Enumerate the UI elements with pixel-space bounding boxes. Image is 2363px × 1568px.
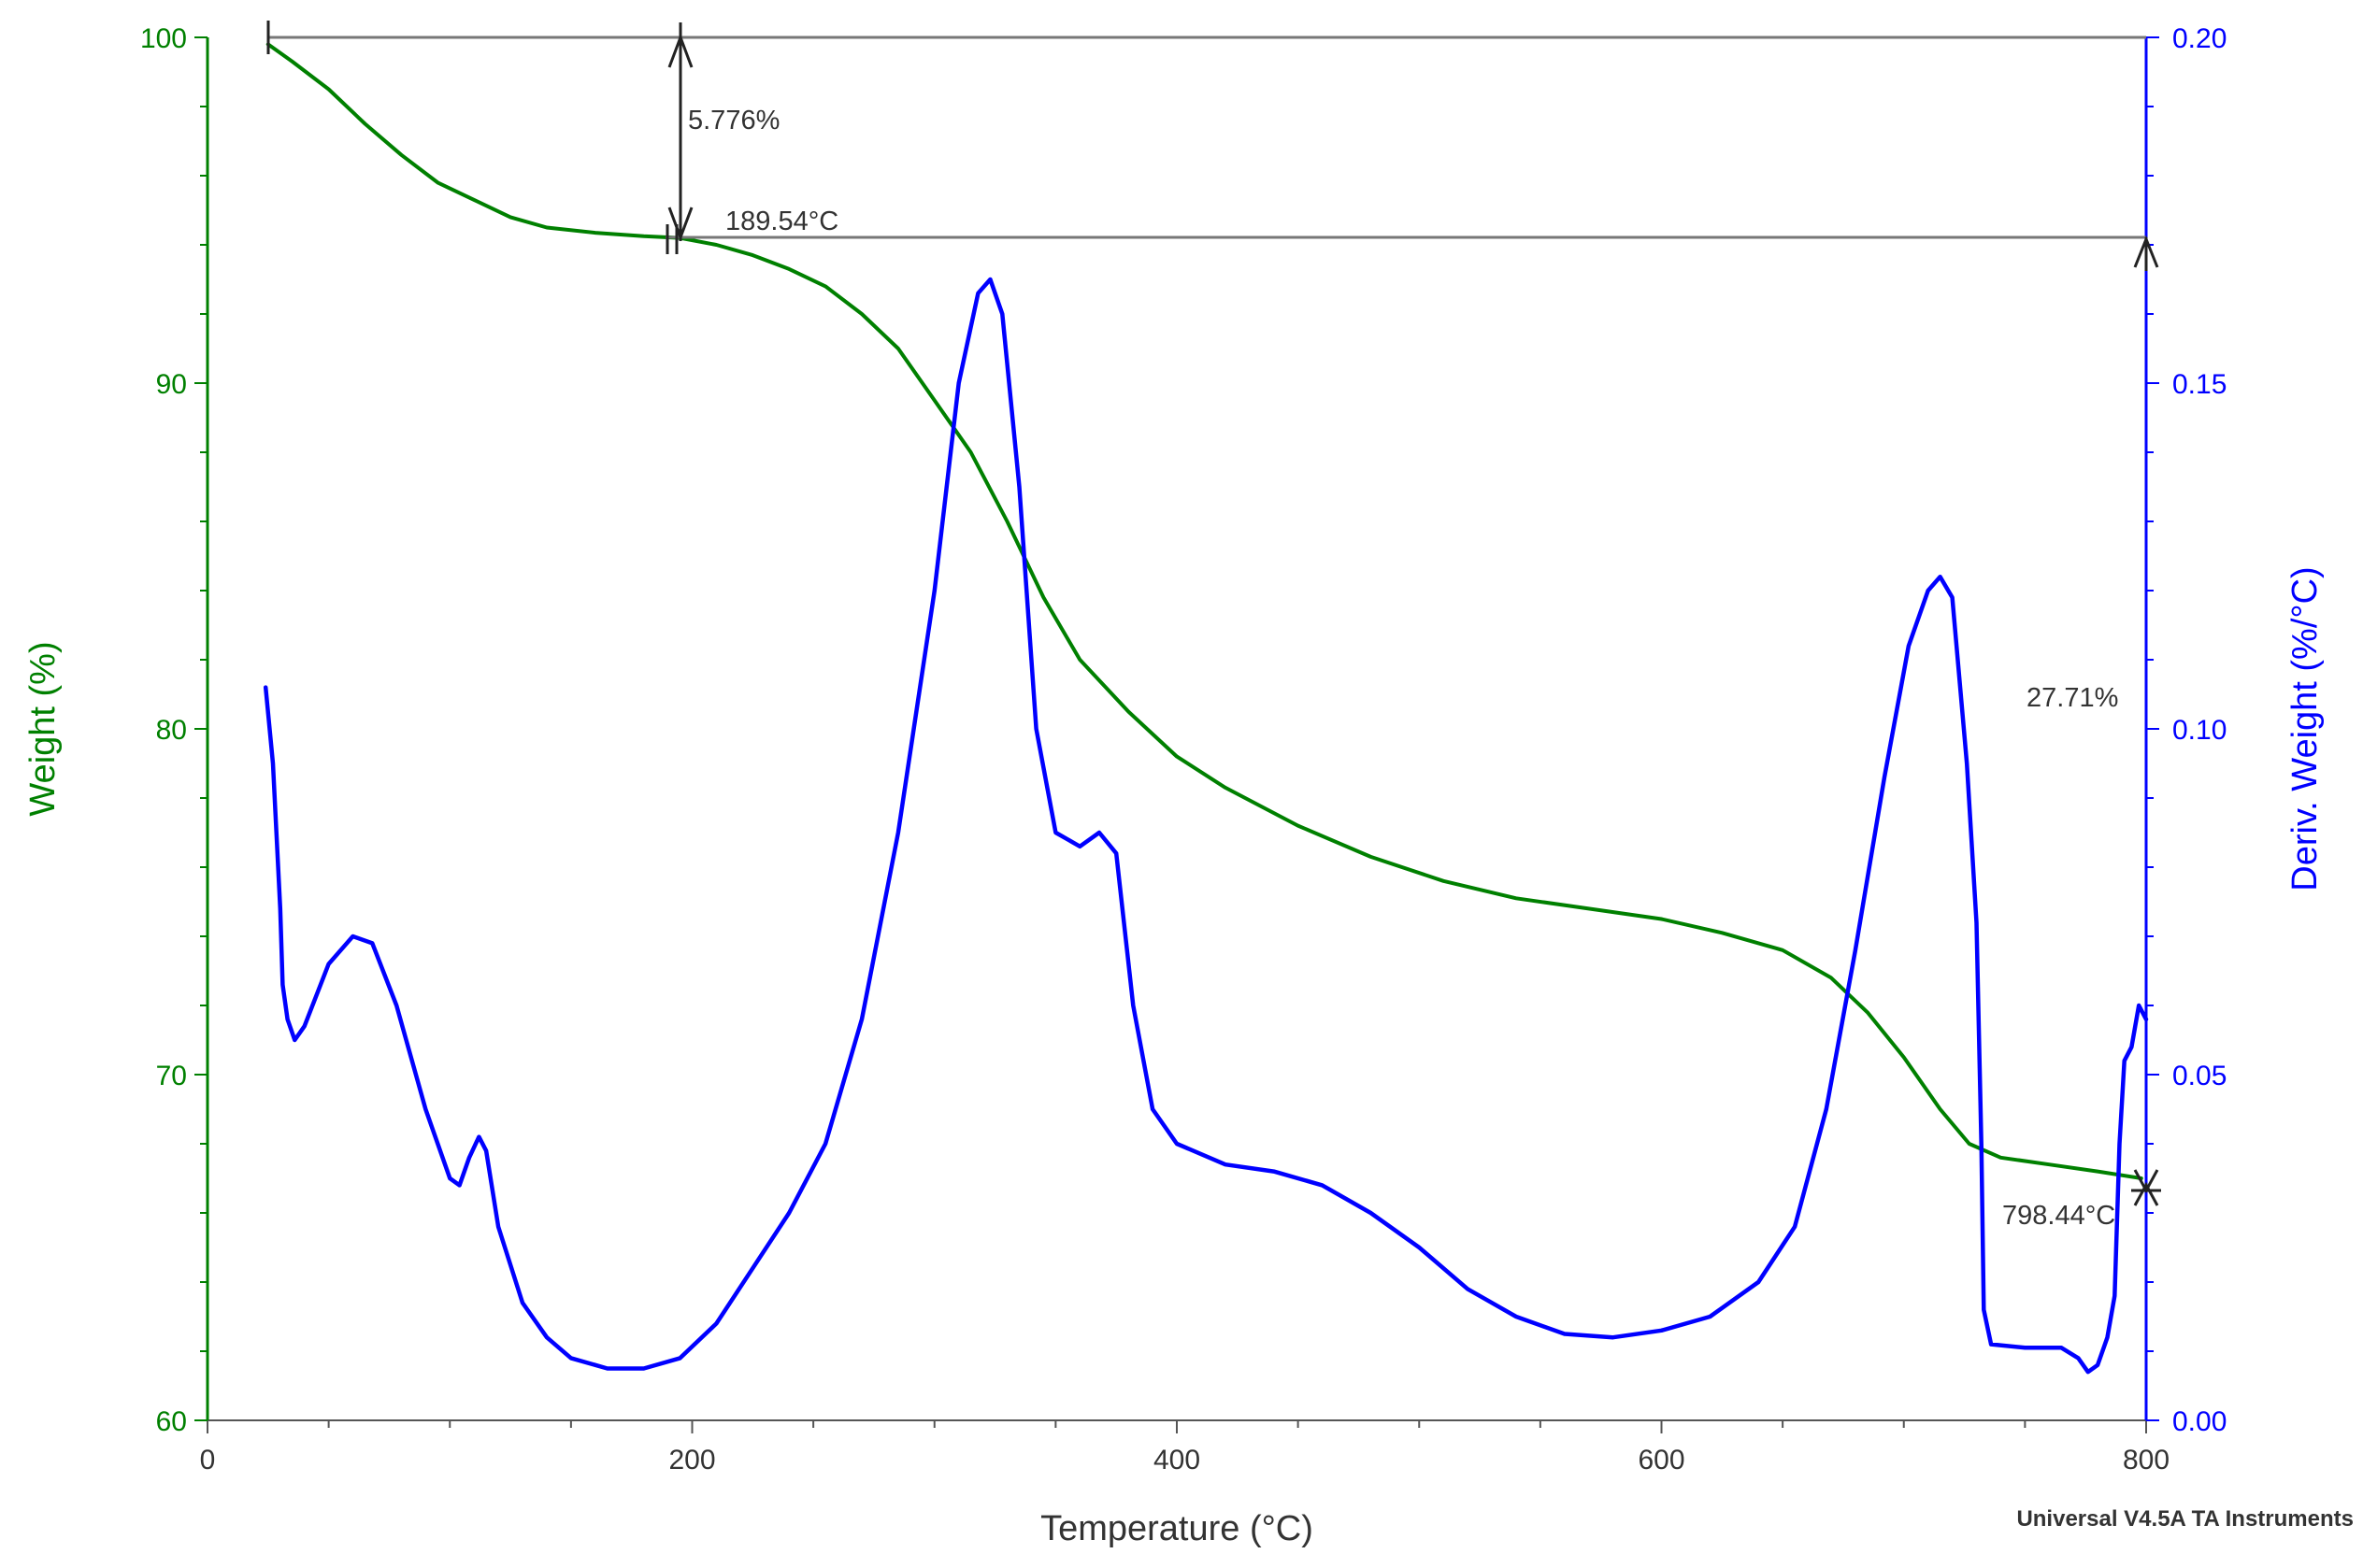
instrument-footer: Universal V4.5A TA Instruments <box>2016 1506 2354 1532</box>
x-tick-label: 600 <box>1638 1445 1684 1475</box>
weight-curve <box>265 42 2143 1180</box>
right-tick-label: 0.05 <box>2172 1061 2227 1091</box>
left-tick-label: 60 <box>156 1406 187 1437</box>
left-tick-label: 90 <box>156 369 187 400</box>
step1-arrow-head-up <box>667 33 694 68</box>
step1-temp-label: 189.54°C <box>725 207 838 236</box>
left-ticks-layer: 60 70 80 90 100 <box>140 23 208 1437</box>
deriv-weight-curve <box>263 277 2149 1375</box>
x-tick-label: 800 <box>2123 1445 2170 1475</box>
left-tick-label: 80 <box>156 715 187 746</box>
series-layer <box>263 42 2149 1375</box>
x-tick-label: 400 <box>1153 1445 1200 1475</box>
step2-temp-label: 798.44°C <box>2002 1201 2115 1231</box>
x-axis-title: Temperature (°C) <box>1040 1509 1313 1548</box>
step-annotations <box>266 21 2161 1206</box>
right-tick-label: 0.20 <box>2172 23 2227 54</box>
left-axis-title: Weight (%) <box>23 641 63 816</box>
right-ticks-layer: 0.00 0.05 0.10 0.15 0.20 <box>2146 23 2227 1437</box>
right-tick-label: 0.00 <box>2172 1406 2227 1437</box>
step2-percent-label: 27.71% <box>2026 683 2118 713</box>
step2-bottom-up <box>2133 1181 2159 1206</box>
left-tick-label: 70 <box>156 1061 187 1091</box>
right-axis-title: Deriv. Weight (%/°C) <box>2285 566 2325 891</box>
right-tick-label: 0.10 <box>2172 715 2227 746</box>
right-tick-label: 0.15 <box>2172 369 2227 400</box>
step1-percent-label: 5.776% <box>688 106 780 135</box>
x-tick-label: 200 <box>668 1445 715 1475</box>
x-ticks-layer: 0 200 400 600 800 <box>200 1420 2170 1475</box>
left-tick-label: 100 <box>140 23 187 54</box>
x-tick-label: 0 <box>200 1445 216 1475</box>
step1-arrow-head-down <box>667 207 694 242</box>
